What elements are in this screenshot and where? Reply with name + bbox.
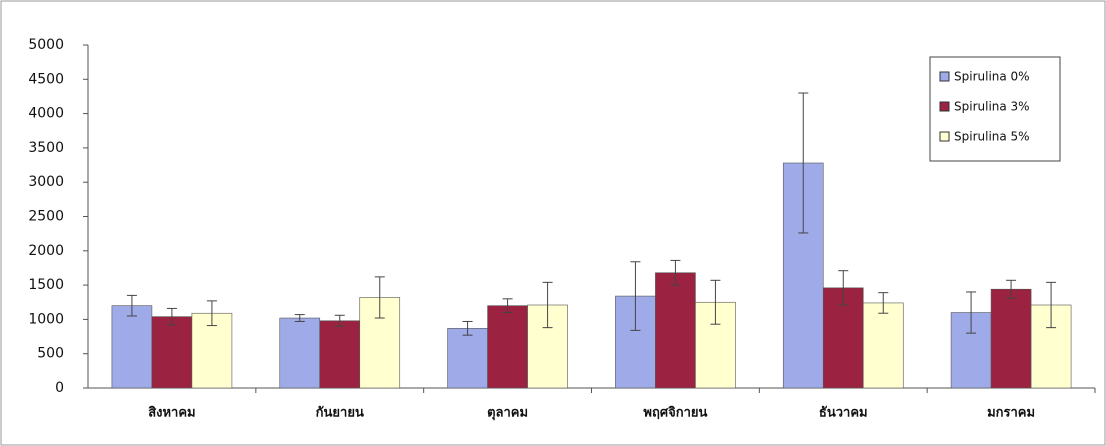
error-bar	[294, 314, 305, 322]
error-bar	[126, 294, 137, 317]
y-tick-label: 3000	[28, 174, 64, 190]
y-tick-label: 2000	[28, 243, 64, 259]
error-bar	[1046, 281, 1057, 329]
x-tick-label: พฤศจิกายน	[643, 406, 707, 421]
bar	[279, 317, 321, 389]
y-tick-label: 1000	[28, 311, 64, 327]
legend-label: Spirulina 3%	[954, 100, 1030, 114]
y-tick-label: 500	[37, 346, 64, 362]
error-bar	[878, 292, 889, 314]
error-bar	[1006, 279, 1017, 299]
bar	[487, 305, 528, 389]
bar	[319, 320, 361, 389]
error-bar	[630, 261, 641, 331]
y-tick-label: 4500	[28, 71, 64, 87]
x-tick-label: ตุลาคม	[487, 406, 528, 421]
legend-swatch	[939, 131, 950, 142]
bar	[655, 272, 696, 389]
error-bar	[502, 298, 513, 314]
x-tick-label: กันยายน	[316, 406, 364, 421]
bar	[447, 328, 488, 389]
error-bar	[710, 279, 721, 325]
legend-swatch	[939, 101, 950, 112]
y-tick-label: 5000	[28, 37, 64, 53]
error-bar	[670, 259, 681, 286]
error-bar	[966, 291, 977, 334]
error-bar	[798, 92, 809, 234]
error-bar	[374, 276, 385, 319]
bar	[862, 302, 904, 389]
y-tick-label: 3500	[28, 140, 64, 156]
bar	[111, 305, 153, 389]
y-tick-label: 4000	[28, 106, 64, 122]
y-tick-label: 0	[55, 380, 64, 396]
y-tick-label: 1500	[28, 277, 64, 293]
error-bar	[166, 307, 177, 326]
bar	[151, 316, 193, 389]
x-tick-label: มกราคม	[987, 406, 1035, 421]
error-bar	[334, 314, 345, 327]
legend-box	[929, 56, 1061, 162]
legend-label: Spirulina 0%	[954, 70, 1030, 84]
x-tick-label: ธันวาคม	[819, 406, 868, 421]
bar	[990, 288, 1032, 389]
bar	[950, 312, 992, 389]
error-bar	[542, 281, 553, 329]
legend-label: Spirulina 5%	[954, 130, 1030, 144]
y-tick-label: 2500	[28, 209, 64, 225]
error-bar	[462, 320, 473, 336]
error-bar	[206, 300, 217, 327]
x-tick-label: สิงหาคม	[148, 406, 195, 421]
legend-swatch	[939, 71, 950, 82]
error-bar	[838, 270, 849, 306]
